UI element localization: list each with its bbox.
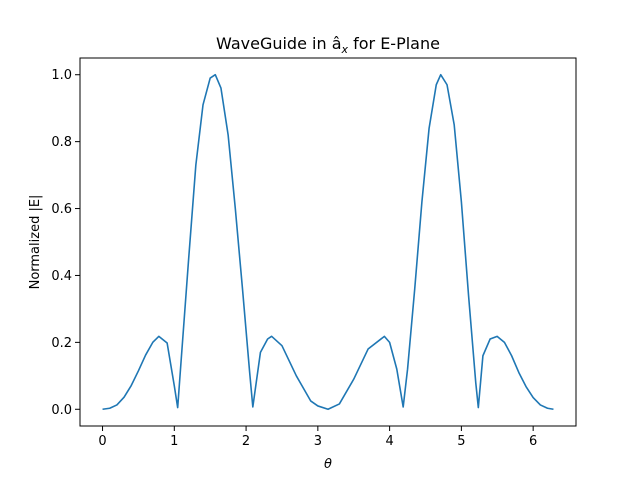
x-axis-label: θ	[324, 457, 332, 472]
y-tick-label: 0.0	[51, 403, 72, 418]
chart-title-subscript: x	[341, 43, 349, 56]
x-tick-label: 3	[314, 434, 322, 449]
y-tick-label: 0.8	[51, 135, 72, 150]
y-tick-label: 0.6	[51, 202, 72, 217]
x-tick-label: 2	[242, 434, 250, 449]
chart-title-suffix: for E-Plane	[348, 34, 440, 53]
chart-title-main: WaveGuide in â	[216, 34, 341, 53]
series-layer	[102, 73, 554, 411]
y-tick-label: 1.0	[51, 68, 72, 83]
series-line	[102, 73, 554, 411]
x-tick-label: 5	[457, 434, 465, 449]
x-tick-label: 6	[529, 434, 537, 449]
y-axis-ticks: 0.0 0.2 0.4 0.6 0.8 1.0	[51, 68, 80, 418]
x-tick-label: 1	[170, 434, 178, 449]
x-tick-label: 4	[385, 434, 393, 449]
x-tick-label: 0	[98, 434, 106, 449]
chart-title: WaveGuide in âx for E-Plane	[216, 34, 440, 56]
y-axis-label: Normalized |E|	[28, 195, 43, 290]
y-tick-label: 0.2	[51, 336, 72, 351]
y-tick-label: 0.4	[51, 269, 72, 284]
axes-frame	[79, 57, 577, 427]
x-axis-ticks: 0 1 2 3 4 5 6	[98, 426, 537, 449]
